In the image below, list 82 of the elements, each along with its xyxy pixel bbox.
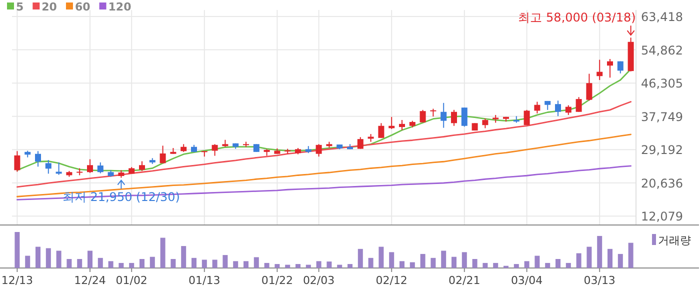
bar bbox=[441, 250, 446, 268]
bar bbox=[88, 250, 92, 268]
bar bbox=[420, 254, 426, 268]
bar bbox=[56, 250, 62, 268]
bar bbox=[46, 248, 51, 268]
bar bbox=[316, 261, 322, 268]
y-tick-label: 37,749 bbox=[641, 110, 683, 124]
bar bbox=[36, 246, 40, 268]
y-tick-label: 20,636 bbox=[641, 176, 683, 190]
bar bbox=[212, 260, 218, 268]
x-tick-label: 12/13 bbox=[1, 274, 34, 287]
bar bbox=[285, 264, 290, 268]
bar bbox=[368, 258, 374, 268]
bar bbox=[452, 256, 456, 268]
x-tick-label: 02/03 bbox=[302, 274, 335, 287]
bar bbox=[348, 264, 352, 268]
bar bbox=[181, 246, 186, 268]
bar bbox=[400, 261, 404, 268]
bar bbox=[482, 262, 488, 268]
bar bbox=[274, 264, 280, 268]
bar bbox=[618, 254, 623, 268]
bar bbox=[462, 252, 467, 268]
legend-label: 60 bbox=[74, 0, 91, 14]
bar bbox=[25, 256, 30, 268]
y-tick-label: 63,418 bbox=[641, 10, 683, 24]
annotation: 최고 58,000 (03/18) bbox=[518, 10, 636, 25]
bar bbox=[244, 261, 248, 268]
bar bbox=[140, 259, 144, 268]
x-tick-label: 02/21 bbox=[448, 274, 480, 287]
y-tick-label: 12,079 bbox=[641, 210, 683, 224]
x-tick-label: 01/22 bbox=[261, 274, 294, 287]
bar bbox=[264, 262, 270, 268]
bar bbox=[586, 246, 592, 268]
bar bbox=[222, 255, 228, 268]
y-tick-label: 46,305 bbox=[641, 76, 683, 91]
bar bbox=[514, 264, 519, 268]
bar bbox=[337, 264, 342, 268]
bar bbox=[129, 262, 134, 268]
bar bbox=[608, 248, 612, 268]
bar bbox=[597, 236, 602, 268]
bar bbox=[77, 259, 82, 268]
legend-label: 5 bbox=[16, 0, 24, 14]
bar bbox=[389, 252, 394, 268]
bar bbox=[358, 248, 363, 268]
bar bbox=[233, 261, 238, 268]
x-tick-label: 01/02 bbox=[116, 274, 148, 287]
bar bbox=[378, 246, 384, 268]
y-tick-label: 54,862 bbox=[641, 43, 683, 58]
bar bbox=[326, 262, 332, 268]
bar bbox=[296, 264, 300, 268]
bar bbox=[192, 258, 196, 268]
bar bbox=[534, 256, 540, 268]
bar bbox=[170, 259, 176, 268]
legend-label: 20 bbox=[42, 0, 58, 14]
bar bbox=[98, 258, 103, 268]
bar bbox=[150, 256, 155, 268]
bar bbox=[556, 259, 560, 268]
bar bbox=[254, 257, 259, 268]
bar bbox=[108, 261, 114, 268]
bar bbox=[493, 262, 498, 268]
bar bbox=[628, 242, 634, 268]
x-tick-label: 03/04 bbox=[510, 274, 543, 287]
bar bbox=[66, 259, 72, 268]
bar bbox=[118, 262, 124, 268]
bar bbox=[14, 232, 20, 268]
bar bbox=[430, 258, 436, 268]
bar bbox=[410, 262, 415, 268]
bar bbox=[202, 260, 207, 268]
bar bbox=[566, 262, 571, 268]
x-tick-label: 03/13 bbox=[584, 274, 616, 287]
bar bbox=[524, 261, 530, 268]
x-tick-label: 02/12 bbox=[376, 274, 408, 287]
bar bbox=[306, 264, 311, 268]
bar bbox=[160, 238, 166, 268]
bar bbox=[545, 262, 550, 268]
bar bbox=[576, 253, 582, 268]
bar bbox=[472, 259, 478, 268]
y-tick-label: 29,192 bbox=[641, 143, 683, 158]
x-tick-label: 01/13 bbox=[188, 274, 220, 287]
legend-label: 120 bbox=[108, 0, 132, 14]
legend-label: 거래량 bbox=[658, 234, 691, 247]
x-tick-label: 12/24 bbox=[74, 274, 106, 287]
